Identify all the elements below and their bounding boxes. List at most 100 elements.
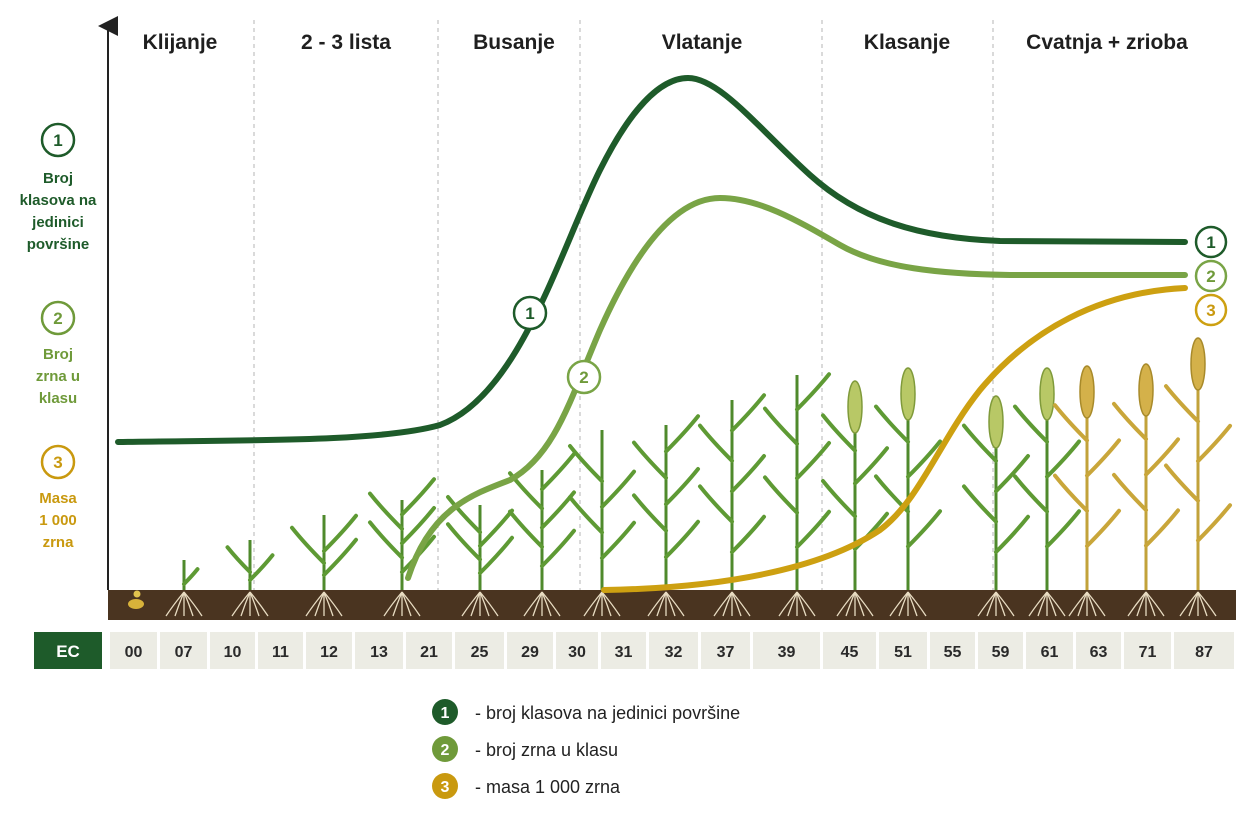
- curve-2-line: [405, 194, 1188, 581]
- legend-badge-2-number: 2: [441, 742, 450, 759]
- ec-cells: 00 07 10 11 12 13 21 25 29 30 31 32 37 39 45 51 55 59 61 63…: [110, 632, 1234, 669]
- ec-cell: [258, 632, 303, 669]
- axis-label-3-line-2: 1 000: [39, 512, 77, 529]
- axis-badge-1: [40, 122, 76, 158]
- ec-cell: [701, 632, 750, 669]
- wheat-plant: [821, 380, 889, 590]
- ec-cell: [406, 632, 452, 669]
- ec-cell: [879, 632, 927, 669]
- wheat-plant: [962, 395, 1030, 590]
- plant-roots: [1179, 591, 1217, 617]
- plant-roots: [583, 591, 621, 617]
- axis-label-1-line-1: Broj: [43, 170, 73, 187]
- legend-text-1: - broj klasova na jedinici površine: [475, 703, 740, 723]
- axis-item-1: 1 Broj klasova na jedinici površine: [20, 122, 97, 253]
- stage-title-vlatanje: Vlatanje: [662, 31, 743, 54]
- plant-roots: [778, 591, 816, 617]
- ec-cell: [1026, 632, 1073, 669]
- ec-code: 32: [665, 644, 683, 661]
- stage-title-cvatnja-zrioba: Cvatnja + zrioba: [1026, 31, 1188, 54]
- plant-roots: [461, 591, 499, 617]
- ec-cell: [1076, 632, 1121, 669]
- stage-titles: Klijanje 2 - 3 lista Busanje Vlatanje Kl…: [143, 31, 1188, 54]
- ec-cell: [355, 632, 403, 669]
- ec-cell: [601, 632, 646, 669]
- curve-3-end-number: 3: [1206, 301, 1215, 320]
- wheat-plant: [874, 367, 942, 590]
- curve-2-end-number: 2: [1206, 267, 1215, 286]
- wheat-plant: [446, 495, 514, 590]
- wheat-plant: [698, 393, 766, 590]
- plant-roots: [836, 591, 874, 617]
- plant-roots: [713, 591, 751, 617]
- plant-roots: [231, 591, 269, 617]
- stage-dividers: [253, 20, 994, 590]
- ec-code: 30: [568, 644, 586, 661]
- curve-1-badge-number: 1: [525, 304, 534, 323]
- curve-2-end-badge: 2: [1194, 259, 1228, 293]
- ec-code: 61: [1041, 644, 1059, 661]
- ec-code: 37: [717, 644, 735, 661]
- axis-item-3: 3 Masa 1 000 zrna: [39, 444, 77, 551]
- curve-3-line: [601, 285, 1188, 593]
- wheat-plant: [632, 414, 700, 590]
- wheat-plant: [368, 477, 436, 590]
- ec-code: 25: [471, 644, 489, 661]
- ec-code: 31: [615, 644, 633, 661]
- ec-row: EC 00 07 10 11 12 13 21 25 29 30 31 32 37 39 45 51 55 59 6…: [34, 632, 1234, 669]
- curve-3-end-badge: 3: [1194, 293, 1228, 327]
- legend-item-2: 2 - broj zrna u klasu: [432, 736, 618, 762]
- ec-cell: [507, 632, 553, 669]
- plants-layer: [182, 337, 1232, 590]
- axis-label-3-line-3: zrna: [43, 534, 75, 551]
- ec-code: 00: [125, 644, 143, 661]
- ec-code: 45: [841, 644, 859, 661]
- ec-code: 07: [175, 644, 193, 661]
- ec-label: EC: [56, 642, 80, 661]
- ec-code: 71: [1139, 644, 1157, 661]
- ec-cell: [110, 632, 157, 669]
- ec-code: 13: [370, 644, 388, 661]
- ec-code: 12: [320, 644, 338, 661]
- wheat-plant: [1013, 367, 1081, 590]
- ec-cell: [649, 632, 698, 669]
- curve-2-badge: 2: [566, 359, 602, 395]
- curve-1-badge: 1: [512, 295, 548, 331]
- axis-label-1-line-4: površine: [27, 236, 90, 253]
- stage-title-klasanje: Klasanje: [864, 31, 950, 54]
- legend-badge-3: [432, 773, 458, 799]
- axis-label-1-line-2: klasova na: [20, 192, 97, 209]
- axis-label-2-line-2: zrna u: [36, 368, 80, 385]
- legend-badge-2: [432, 736, 458, 762]
- plant-roots: [1028, 591, 1066, 617]
- plant-roots: [1127, 591, 1165, 617]
- ec-code: 55: [944, 644, 962, 661]
- legend-text-2: - broj zrna u klasu: [475, 740, 618, 760]
- axis-label-1-line-3: jedinici: [31, 214, 84, 231]
- ec-code: 63: [1090, 644, 1108, 661]
- legend-badge-1: [432, 699, 458, 725]
- stage-title-klijanje: Klijanje: [143, 31, 218, 54]
- ec-cell: [306, 632, 352, 669]
- ec-code: 21: [420, 644, 438, 661]
- legend-badge-1-number: 1: [441, 705, 450, 722]
- ec-cell: [455, 632, 504, 669]
- curve-1-end-badge: 1: [1194, 225, 1228, 259]
- legend-item-1: 1 - broj klasova na jedinici površine: [432, 699, 740, 725]
- axis-badge-1-number: 1: [53, 131, 62, 150]
- ec-cell: [978, 632, 1023, 669]
- plant-roots: [165, 591, 203, 617]
- axis-badge-3-number: 3: [53, 453, 62, 472]
- ec-cell: [210, 632, 255, 669]
- ec-code: 87: [1195, 644, 1213, 661]
- wheat-plant: [1164, 337, 1232, 590]
- ec-cell: [556, 632, 598, 669]
- ec-code: 29: [521, 644, 539, 661]
- wheat-plant: [763, 372, 831, 590]
- legend-text-3: - masa 1 000 zrna: [475, 777, 621, 797]
- ec-cell: [930, 632, 975, 669]
- seed-icon: [128, 590, 144, 609]
- axis-badge-3: [40, 444, 76, 480]
- plant-roots: [383, 591, 421, 617]
